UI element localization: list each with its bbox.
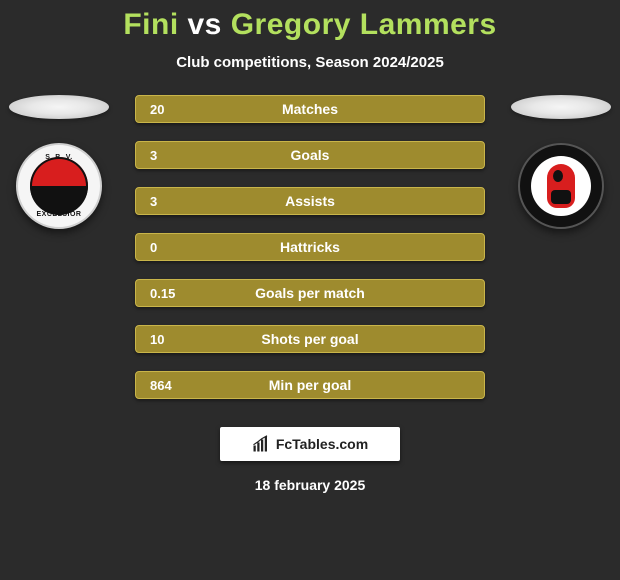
disc-right (511, 95, 611, 119)
stat-label: Matches (136, 101, 484, 117)
title-player1: Fini (123, 8, 178, 41)
crest-left-text-bottom: EXCELSIOR (18, 211, 100, 218)
stat-bar: 10 Shots per goal (135, 325, 485, 353)
stat-label: Min per goal (136, 377, 484, 393)
stat-bar: 3 Goals (135, 141, 485, 169)
crest-left: S. B. V. EXCELSIOR (16, 143, 102, 229)
stat-bar: 0.15 Goals per match (135, 279, 485, 307)
subtitle: Club competitions, Season 2024/2025 (0, 54, 620, 71)
chart-icon (252, 435, 270, 453)
stat-value: 10 (150, 332, 164, 347)
branding-text: FcTables.com (276, 436, 368, 452)
stat-value: 864 (150, 378, 172, 393)
stat-bar: 3 Assists (135, 187, 485, 215)
title-player2: Gregory Lammers (231, 8, 497, 41)
stat-bar: 0 Hattricks (135, 233, 485, 261)
disc-left (9, 95, 109, 119)
stat-label: Shots per goal (136, 331, 484, 347)
stat-label: Hattricks (136, 239, 484, 255)
stat-label: Goals (136, 147, 484, 163)
stat-value: 3 (150, 148, 157, 163)
stat-label: Assists (136, 193, 484, 209)
page-title: Fini vs Gregory Lammers (0, 0, 620, 42)
stat-value: 0 (150, 240, 157, 255)
title-vs: vs (188, 8, 222, 41)
team-right-block (506, 95, 616, 229)
stat-value: 20 (150, 102, 164, 117)
stat-bar: 20 Matches (135, 95, 485, 123)
stat-value: 3 (150, 194, 157, 209)
branding-badge[interactable]: FcTables.com (220, 427, 400, 461)
team-left-block: S. B. V. EXCELSIOR (4, 95, 114, 229)
stat-label: Goals per match (136, 285, 484, 301)
crest-right-inner (531, 156, 591, 216)
stats-bars: 20 Matches 3 Goals 3 Assists 0 Hattricks… (135, 95, 485, 399)
stat-value: 0.15 (150, 286, 175, 301)
footer-date: 18 february 2025 (0, 477, 620, 493)
crest-right-shape (547, 164, 575, 208)
crest-right (518, 143, 604, 229)
crest-left-inner (30, 157, 88, 215)
stat-bar: 864 Min per goal (135, 371, 485, 399)
